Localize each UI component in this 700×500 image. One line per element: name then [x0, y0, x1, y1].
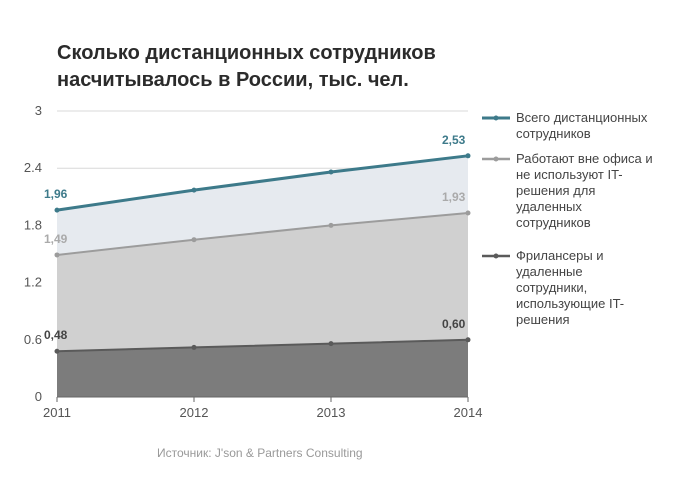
point-freelance [54, 348, 60, 354]
line-freelance [56, 338, 469, 353]
point-freelance [465, 337, 471, 343]
y-tick-label: 1.2 [24, 275, 42, 290]
legend-label-office: не используют IT- [516, 167, 623, 182]
line-total [56, 154, 469, 212]
y-tick-label: 0.6 [24, 332, 42, 347]
legend-label-total: Всего дистанционных [516, 110, 648, 125]
chart-title-line-2: насчитывалось в России, тыс. чел. [57, 69, 409, 91]
x-tick-label: 2014 [454, 405, 483, 420]
legend-label-office: Работают вне офиса и [516, 151, 653, 166]
data-label-office: 1,49 [44, 232, 68, 246]
legend-label-freelance: использующие IT- [516, 296, 624, 311]
point-office [465, 210, 471, 216]
chart-title-line-1: Сколько дистанционных сотрудников [57, 42, 436, 64]
data-label-freelance: 0,48 [44, 328, 68, 342]
legend-label-office: сотрудников [516, 215, 591, 230]
y-tick-label: 1.8 [24, 217, 42, 232]
legend-marker-total [493, 115, 499, 121]
legend-marker-office [493, 156, 499, 162]
point-total [54, 207, 60, 213]
x-tick-label: 2013 [317, 405, 346, 420]
x-tick-label: 2012 [180, 405, 209, 420]
data-label-total: 1,96 [44, 187, 68, 201]
legend-label-office: удаленных [516, 199, 582, 214]
point-total [465, 153, 471, 159]
point-total [191, 187, 197, 193]
data-label-office: 1,93 [442, 190, 466, 204]
legend-label-freelance: сотрудники, [516, 280, 587, 295]
line-office [56, 212, 469, 256]
legend-label-freelance: Фрилансеры и [516, 248, 604, 263]
chart-title: Сколько дистанционных сотрудников насчит… [57, 40, 477, 94]
point-total [328, 169, 334, 175]
y-tick-label: 3 [35, 103, 42, 118]
point-office [328, 222, 334, 228]
point-freelance [191, 344, 197, 350]
data-label-total: 2,53 [442, 133, 466, 147]
point-freelance [328, 341, 334, 347]
area-freelance [57, 339, 468, 397]
y-tick-label: 2.4 [24, 160, 42, 175]
legend-label-freelance: удаленные [516, 264, 583, 279]
legend-label-freelance: решения [516, 312, 570, 327]
legend-label-office: решения для [516, 183, 595, 198]
legend-label-total: сотрудников [516, 126, 591, 141]
data-label-freelance: 0,60 [442, 317, 466, 331]
y-tick-label: 0 [35, 389, 42, 404]
point-office [191, 237, 197, 243]
point-office [54, 252, 60, 258]
source-note: Источник: J'son & Partners Consulting [157, 446, 363, 460]
legend-marker-freelance [493, 253, 499, 259]
x-tick-label: 2011 [43, 405, 71, 420]
